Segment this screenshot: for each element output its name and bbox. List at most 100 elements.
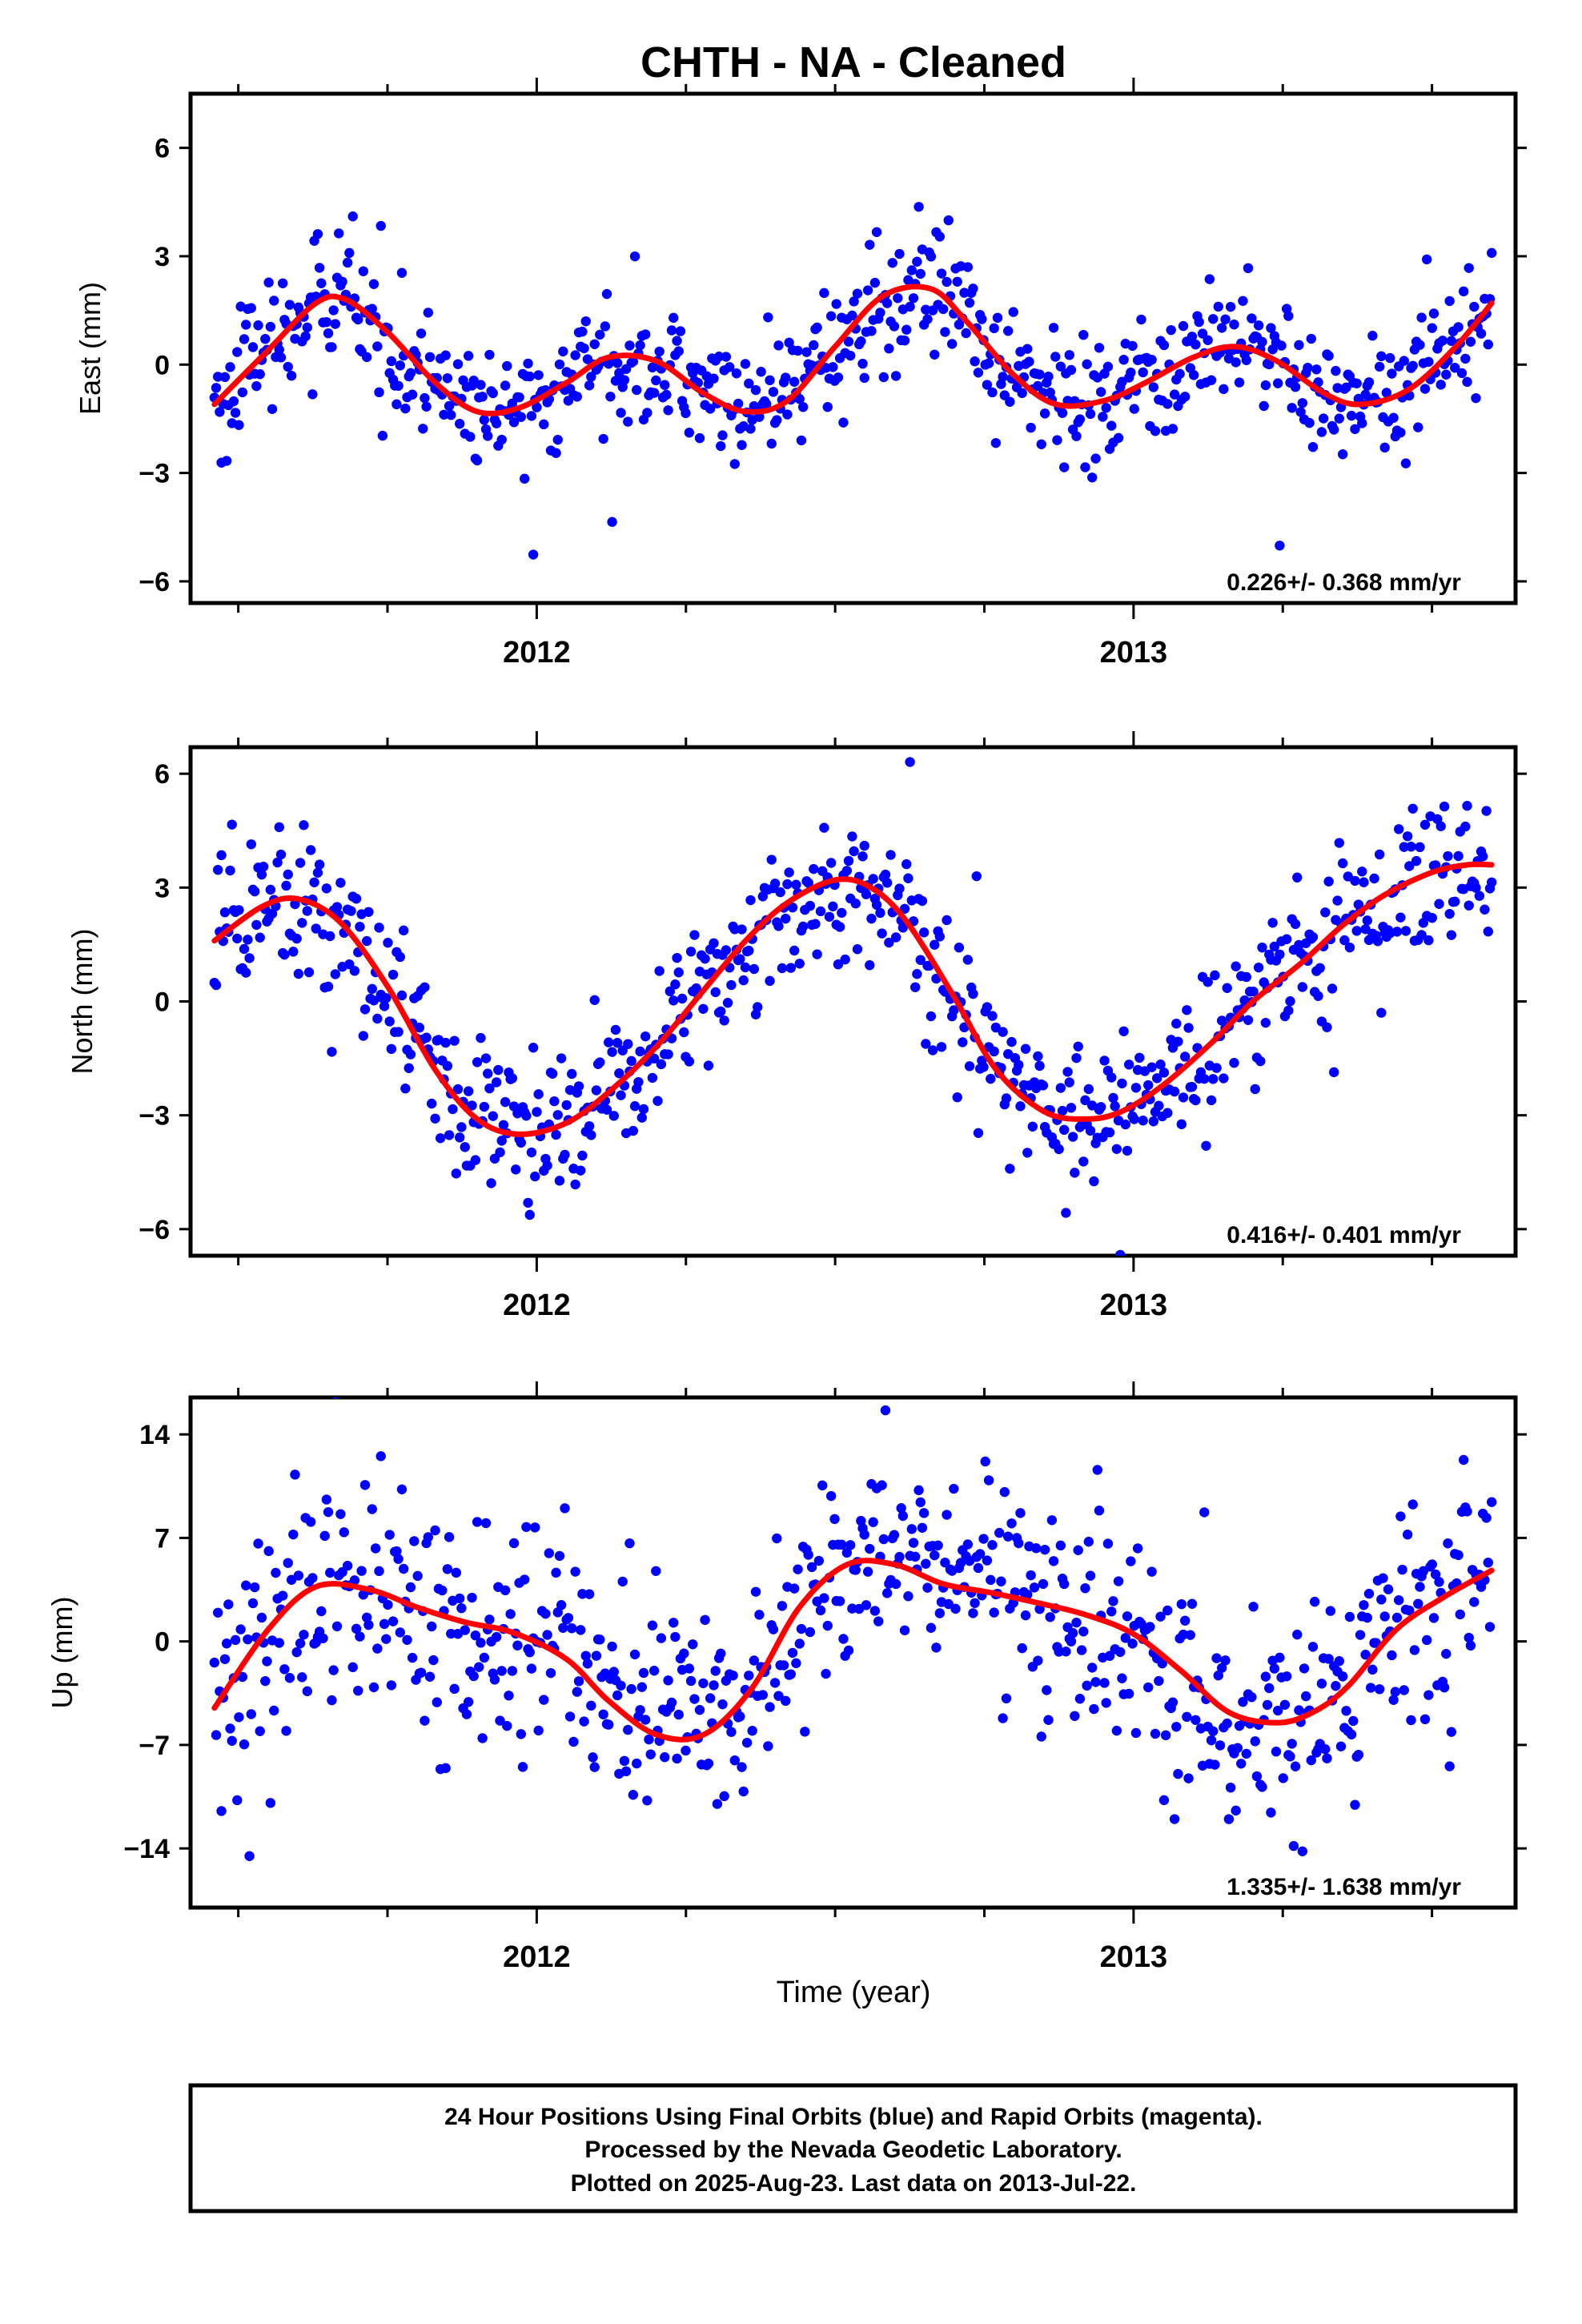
- data-point: [1372, 936, 1383, 947]
- data-point: [234, 1712, 244, 1723]
- data-point: [1416, 930, 1427, 940]
- data-point: [1130, 1083, 1142, 1093]
- data-point: [698, 1003, 709, 1014]
- data-point: [386, 1680, 397, 1691]
- data-point: [901, 858, 912, 870]
- data-point: [998, 372, 1008, 382]
- data-point: [608, 1111, 619, 1121]
- data-point: [735, 1711, 745, 1722]
- data-point: [1427, 323, 1437, 333]
- data-point: [737, 440, 747, 450]
- data-point: [663, 1675, 673, 1686]
- data-point: [750, 384, 761, 396]
- data-point: [1208, 1726, 1219, 1736]
- data-point: [256, 1612, 267, 1623]
- data-point: [800, 1727, 810, 1737]
- data-point: [1430, 1569, 1441, 1580]
- data-point: [636, 1682, 647, 1692]
- data-point: [1008, 307, 1018, 317]
- data-point: [283, 869, 293, 880]
- data-point: [614, 1068, 624, 1079]
- data-point: [819, 822, 829, 833]
- data-point: [620, 1766, 632, 1777]
- data-point: [1106, 420, 1117, 431]
- data-point: [472, 1057, 483, 1068]
- data-point: [744, 1671, 754, 1681]
- data-point: [894, 248, 905, 259]
- data-point: [996, 1576, 1006, 1586]
- data-point: [491, 418, 502, 428]
- data-point: [442, 1564, 453, 1574]
- data-point: [391, 399, 402, 410]
- data-point: [608, 1667, 619, 1677]
- data-point: [570, 1179, 580, 1190]
- data-point: [801, 347, 812, 357]
- data-point: [654, 346, 665, 357]
- data-point: [1129, 1114, 1139, 1124]
- data-point: [241, 967, 251, 978]
- data-point: [430, 1113, 440, 1124]
- data-point: [215, 407, 225, 417]
- data-point: [930, 1550, 940, 1561]
- data-point: [316, 1606, 327, 1617]
- data-point: [265, 884, 276, 895]
- data-point: [451, 1567, 462, 1578]
- data-point: [921, 1039, 931, 1049]
- data-point: [293, 1570, 304, 1581]
- data-point: [272, 857, 283, 868]
- data-point: [568, 1736, 579, 1747]
- data-point: [912, 969, 922, 979]
- data-point: [311, 923, 321, 934]
- data-point: [880, 869, 891, 880]
- data-point: [230, 408, 241, 418]
- data-point: [934, 1608, 946, 1618]
- data-point: [884, 937, 894, 948]
- data-point: [484, 1614, 495, 1625]
- data-point: [383, 1599, 393, 1610]
- data-point: [899, 336, 910, 346]
- data-point: [212, 864, 223, 875]
- data-point: [573, 1676, 584, 1687]
- data-point: [1178, 320, 1189, 332]
- data-point: [470, 1155, 481, 1165]
- data-point: [1211, 1653, 1222, 1663]
- data-point: [1015, 1508, 1026, 1518]
- data-point: [1423, 1690, 1434, 1700]
- data-point: [277, 1590, 288, 1601]
- data-point: [809, 863, 819, 875]
- data-point: [1281, 1671, 1292, 1682]
- data-point: [1054, 1647, 1064, 1657]
- data-point: [1080, 1095, 1090, 1106]
- data-point: [1450, 896, 1460, 907]
- y-tick-label: 3: [155, 242, 170, 272]
- data-point: [918, 1508, 930, 1518]
- data-point: [560, 1149, 570, 1160]
- data-point: [577, 326, 588, 337]
- data-point: [234, 905, 244, 915]
- data-point: [1350, 1799, 1360, 1810]
- data-point: [1113, 432, 1124, 444]
- data-point: [784, 867, 794, 878]
- data-point: [216, 850, 227, 861]
- data-point: [337, 276, 347, 287]
- data-point: [875, 308, 885, 318]
- data-point: [847, 310, 857, 321]
- data-point: [1120, 1119, 1130, 1130]
- data-point: [1090, 1677, 1101, 1687]
- data-point: [1186, 1081, 1198, 1092]
- data-point: [211, 383, 222, 393]
- data-point: [903, 1590, 913, 1602]
- data-point: [663, 1049, 673, 1059]
- data-point: [1250, 1084, 1260, 1095]
- y-tick-label: 0: [155, 987, 170, 1018]
- data-point: [1435, 821, 1446, 831]
- data-point: [295, 858, 306, 868]
- data-point: [837, 1539, 847, 1550]
- data-point: [489, 1675, 500, 1685]
- data-point: [1329, 1067, 1339, 1078]
- data-point: [775, 887, 785, 898]
- data-point: [1238, 296, 1248, 306]
- data-point: [700, 953, 710, 964]
- data-point: [1223, 1814, 1235, 1824]
- data-point: [1241, 1748, 1252, 1759]
